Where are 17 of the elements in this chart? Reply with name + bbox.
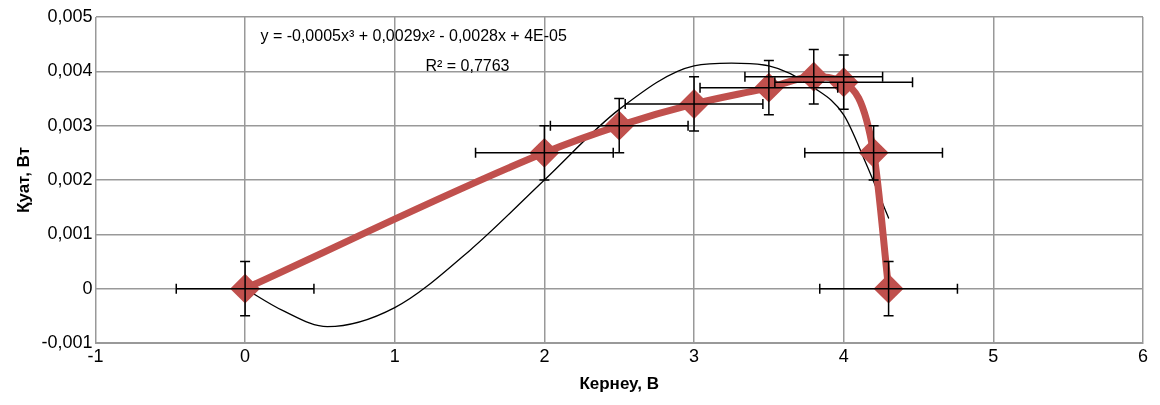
y-tick-label: 0,001 [47,223,93,244]
y-tick-label: 0 [82,277,93,298]
y-axis-title: Қуат, Вт [13,147,33,213]
y-tick-label: 0,003 [47,114,93,135]
y-tick-label: 0,005 [47,5,93,26]
annotation: R² = 0,7763 [425,57,510,75]
x-tick-label: 5 [988,345,999,366]
x-tick-label: 3 [689,345,700,366]
y-tick-label: 0,004 [47,60,93,81]
x-axis-title: Кернеу, В [579,374,660,394]
x-tick-label: 0 [240,345,251,366]
x-tick-label: 4 [838,345,849,366]
x-tick-label: 2 [539,345,550,366]
y-tick-label: 0,002 [47,168,93,189]
x-tick-label: 1 [389,345,400,366]
annotation: y = -0,0005x³ + 0,0029x² - 0,0028x + 4E-05 [260,27,567,45]
x-tick-label: 6 [1137,345,1149,366]
